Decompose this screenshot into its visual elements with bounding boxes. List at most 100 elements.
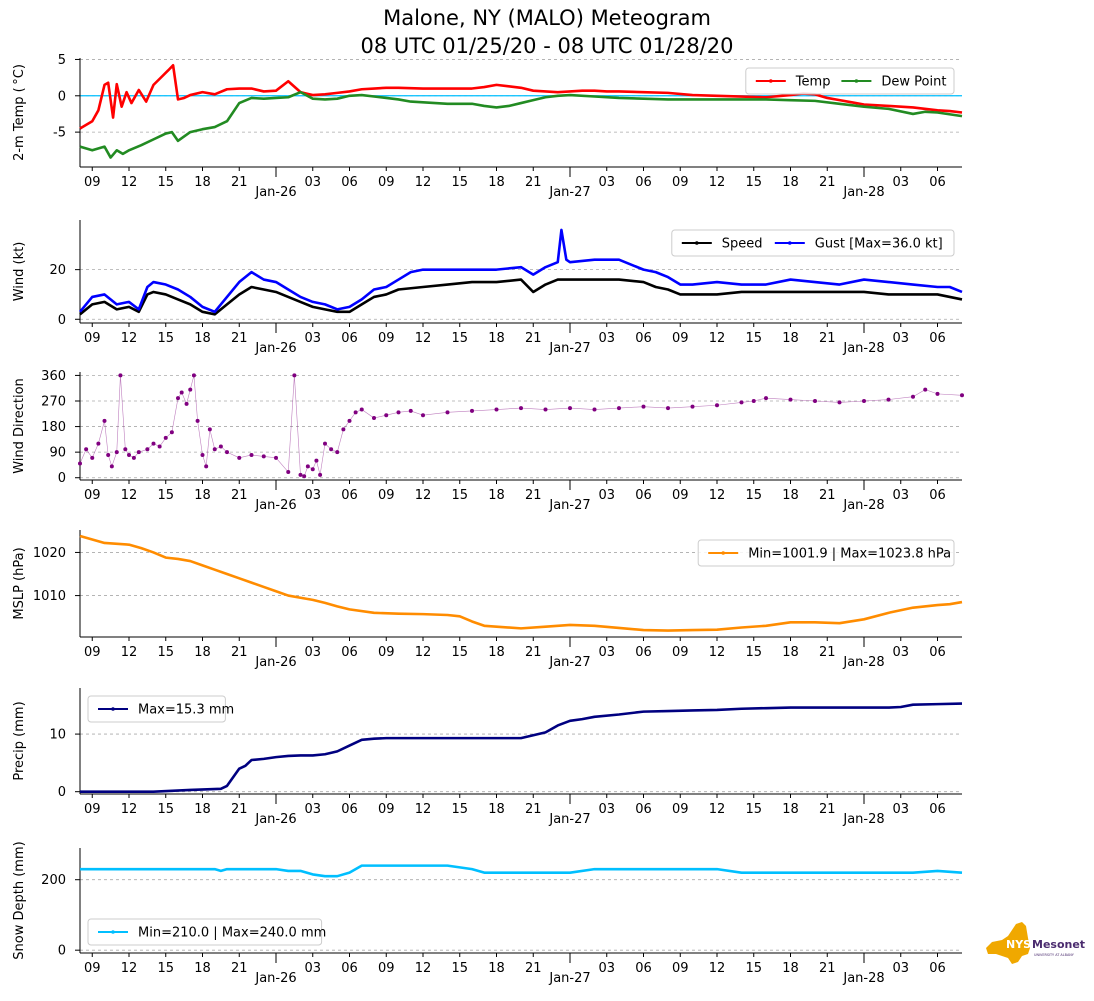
x-day-label: Jan-26 (254, 812, 296, 827)
data-point (715, 403, 719, 408)
data-point (384, 413, 389, 418)
data-point (136, 450, 141, 455)
x-tick-label: 06 (635, 961, 652, 976)
x-tick-label: 21 (525, 331, 542, 346)
data-point (935, 391, 940, 396)
data-point (188, 387, 193, 392)
x-tick-label: 09 (378, 645, 395, 660)
x-tick-label: 06 (635, 488, 652, 503)
y-tick-label: 20 (49, 263, 66, 278)
x-tick-label: 09 (84, 331, 101, 346)
data-point (114, 450, 119, 455)
data-point (318, 472, 323, 477)
x-tick-label: 18 (488, 645, 505, 660)
data-point (218, 444, 223, 449)
data-point (862, 398, 866, 403)
chart-title-line2: 08 UTC 01/25/20 - 08 UTC 01/28/20 (360, 34, 734, 58)
logo-subtext: UNIVERSITY AT ALBANY (1034, 953, 1075, 957)
series-line-dew-point (79, 90, 963, 159)
data-point (151, 441, 156, 446)
legend: Min=1001.9 | Max=1023.8 hPa (697, 539, 955, 567)
data-point (179, 390, 184, 395)
data-point (102, 418, 107, 423)
x-tick-label: 15 (451, 175, 468, 190)
x-tick-label: 03 (892, 488, 909, 503)
x-tick-label: 03 (304, 331, 321, 346)
panel-4: 1010 1020 09 12 15 18 21 03 06 09 12 15 18 21 03 06 09 12… (12, 530, 963, 670)
x-tick-label: 15 (745, 331, 762, 346)
data-point (335, 450, 340, 455)
x-tick-label: 03 (598, 331, 615, 346)
data-point (666, 406, 670, 411)
x-tick-label: 15 (157, 331, 174, 346)
data-point (323, 441, 327, 446)
legend-label: Gust [Max=36.0 kt] (815, 237, 943, 252)
data-point (359, 407, 364, 412)
data-point (118, 373, 123, 378)
x-tick-label: 12 (709, 331, 726, 346)
x-tick-label: 06 (635, 802, 652, 817)
data-point (314, 458, 319, 463)
x-tick-label: 15 (451, 802, 468, 817)
x-tick-label: 21 (231, 802, 248, 817)
data-point (195, 418, 200, 423)
y-tick-label: 200 (41, 873, 66, 888)
x-tick-label: 12 (121, 961, 138, 976)
y-tick-label: 0 (58, 944, 66, 959)
legend-marker (695, 241, 699, 245)
x-tick-label: 15 (745, 645, 762, 660)
data-point (200, 452, 205, 457)
x-tick-label: 12 (415, 645, 432, 660)
data-point (837, 400, 842, 405)
x-tick-label: 09 (672, 802, 689, 817)
x-day-label: Jan-27 (548, 185, 590, 200)
data-point (96, 441, 101, 446)
x-tick-label: 21 (525, 645, 542, 660)
data-point (751, 398, 756, 403)
y-tick-label: 270 (41, 394, 66, 409)
x-tick-label: 06 (635, 175, 652, 190)
x-day-label: Jan-27 (548, 655, 590, 670)
x-tick-label: 12 (121, 802, 138, 817)
data-point (353, 410, 358, 415)
x-day-label: Jan-26 (254, 341, 296, 356)
logo-text-nys: NYS (1006, 938, 1031, 951)
x-tick-label: 18 (488, 331, 505, 346)
x-tick-label: 12 (709, 961, 726, 976)
data-point (341, 427, 346, 432)
x-tick-label: 03 (892, 331, 909, 346)
x-tick-label: 18 (194, 331, 211, 346)
data-point (78, 461, 82, 466)
x-tick-label: 15 (451, 645, 468, 660)
x-tick-label: 15 (745, 961, 762, 976)
x-tick-label: 21 (231, 961, 248, 976)
series-line-temp (79, 63, 963, 130)
panel-5: 0 10 09 12 15 18 21 03 06 09 12 15 18 21 03 06 09 12 15 18 2… (12, 688, 963, 827)
legend-marker (111, 707, 115, 711)
x-tick-label: 03 (892, 645, 909, 660)
data-point (261, 454, 266, 459)
x-tick-label: 03 (598, 802, 615, 817)
data-point (157, 444, 162, 449)
legend-marker (788, 241, 792, 245)
legend-label: Dew Point (881, 75, 946, 90)
legend-label: Temp (795, 75, 831, 90)
x-day-label: Jan-27 (548, 498, 590, 513)
x-tick-label: 21 (525, 488, 542, 503)
x-tick-label: 18 (194, 645, 211, 660)
data-point (617, 406, 621, 411)
x-tick-label: 18 (782, 802, 799, 817)
logo-text-mesonet: Mesonet (1032, 938, 1085, 951)
data-point (470, 408, 474, 413)
x-tick-label: 09 (378, 331, 395, 346)
x-day-label: Jan-28 (842, 498, 884, 513)
x-tick-label: 21 (819, 331, 836, 346)
x-tick-label: 15 (745, 488, 762, 503)
x-tick-label: 06 (929, 645, 946, 660)
x-tick-label: 18 (488, 488, 505, 503)
x-tick-label: 12 (415, 488, 432, 503)
x-tick-label: 21 (231, 331, 248, 346)
x-day-label: Jan-27 (548, 971, 590, 986)
legend-marker (111, 930, 115, 934)
